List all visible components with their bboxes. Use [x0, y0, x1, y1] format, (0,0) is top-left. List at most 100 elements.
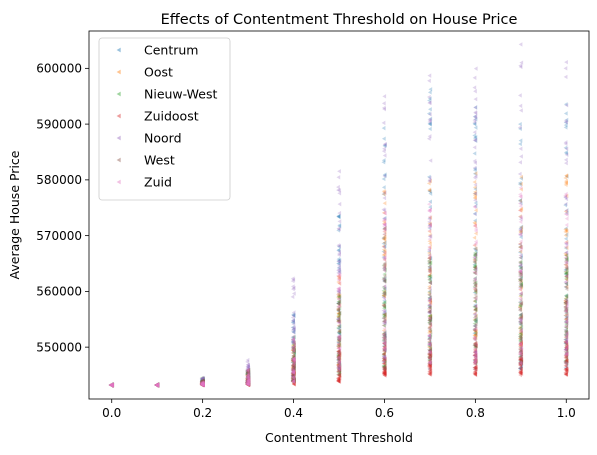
data-point	[518, 260, 523, 266]
data-point	[473, 114, 478, 119]
data-point	[427, 355, 431, 360]
data-point	[517, 316, 522, 321]
data-point	[428, 371, 433, 377]
data-point	[427, 255, 432, 260]
data-point	[291, 345, 296, 351]
data-point	[246, 363, 250, 368]
data-point	[563, 366, 568, 371]
data-point	[473, 352, 478, 357]
data-point	[109, 382, 113, 388]
data-point	[519, 301, 524, 306]
data-point	[154, 382, 158, 388]
data-point	[428, 215, 433, 220]
data-point	[154, 382, 159, 388]
data-point	[563, 252, 568, 258]
data-point	[472, 185, 477, 190]
data-point	[382, 261, 387, 267]
data-point	[291, 344, 296, 350]
data-point	[245, 371, 250, 377]
data-point	[564, 102, 569, 108]
data-point	[199, 381, 204, 387]
data-point	[564, 346, 569, 352]
data-point	[154, 382, 159, 388]
data-point	[336, 356, 341, 361]
data-point	[201, 380, 205, 386]
data-point	[154, 382, 159, 388]
data-point	[245, 368, 249, 373]
data-point	[427, 134, 432, 139]
data-point	[563, 268, 568, 274]
data-point	[200, 382, 205, 387]
data-point	[382, 373, 387, 378]
data-point	[245, 382, 250, 387]
data-point	[199, 379, 204, 385]
data-point	[109, 382, 114, 388]
data-point	[200, 382, 205, 387]
data-point	[336, 287, 341, 292]
data-point	[292, 345, 296, 351]
data-point	[109, 382, 113, 388]
data-point	[518, 353, 523, 359]
data-point	[245, 373, 250, 378]
data-point	[518, 335, 522, 341]
data-point	[200, 382, 205, 387]
data-point	[154, 382, 159, 388]
data-point	[291, 277, 296, 282]
data-point	[155, 382, 159, 388]
data-point	[519, 334, 523, 339]
data-point	[200, 382, 204, 388]
data-point	[108, 382, 113, 388]
data-point	[109, 382, 113, 388]
data-point	[155, 382, 159, 388]
data-point	[291, 364, 295, 369]
y-tick-label: 570000	[36, 229, 82, 243]
data-point	[290, 375, 295, 381]
data-point	[472, 365, 477, 370]
data-point	[292, 371, 296, 376]
data-point	[518, 345, 523, 350]
data-point	[291, 342, 296, 348]
data-point	[337, 365, 342, 370]
data-point	[472, 265, 477, 270]
data-point	[199, 382, 204, 388]
data-point	[472, 335, 477, 341]
data-point	[246, 382, 251, 387]
data-point	[291, 356, 296, 361]
data-point	[428, 295, 432, 300]
data-point	[245, 381, 250, 386]
data-point	[154, 382, 159, 388]
data-point	[110, 382, 114, 388]
data-point	[518, 244, 523, 250]
data-point	[290, 368, 295, 374]
data-point	[382, 371, 387, 377]
x-axis-ticks: 0.0 0.2 0.4 0.6 0.8 1.0	[102, 399, 576, 420]
data-point	[109, 382, 114, 388]
data-point	[428, 329, 433, 334]
data-point	[108, 382, 113, 388]
data-point	[426, 337, 431, 342]
data-point	[427, 187, 432, 192]
data-point	[155, 382, 160, 388]
data-point	[155, 382, 160, 388]
data-point	[245, 372, 250, 377]
data-point	[200, 380, 204, 386]
data-point	[246, 371, 250, 377]
data-point	[383, 339, 387, 344]
data-point	[290, 357, 295, 362]
data-point	[517, 305, 522, 310]
data-point	[154, 382, 159, 388]
data-point	[381, 303, 386, 309]
data-point	[155, 382, 160, 388]
data-point	[563, 195, 568, 200]
data-point	[291, 379, 295, 384]
data-point	[381, 352, 386, 357]
data-point	[428, 355, 432, 360]
data-point	[473, 360, 478, 366]
data-point	[336, 301, 341, 306]
data-point	[155, 382, 159, 388]
data-point	[336, 273, 340, 278]
data-point	[108, 382, 113, 388]
data-point	[291, 377, 296, 383]
data-point	[427, 290, 431, 296]
data-point	[336, 297, 341, 302]
